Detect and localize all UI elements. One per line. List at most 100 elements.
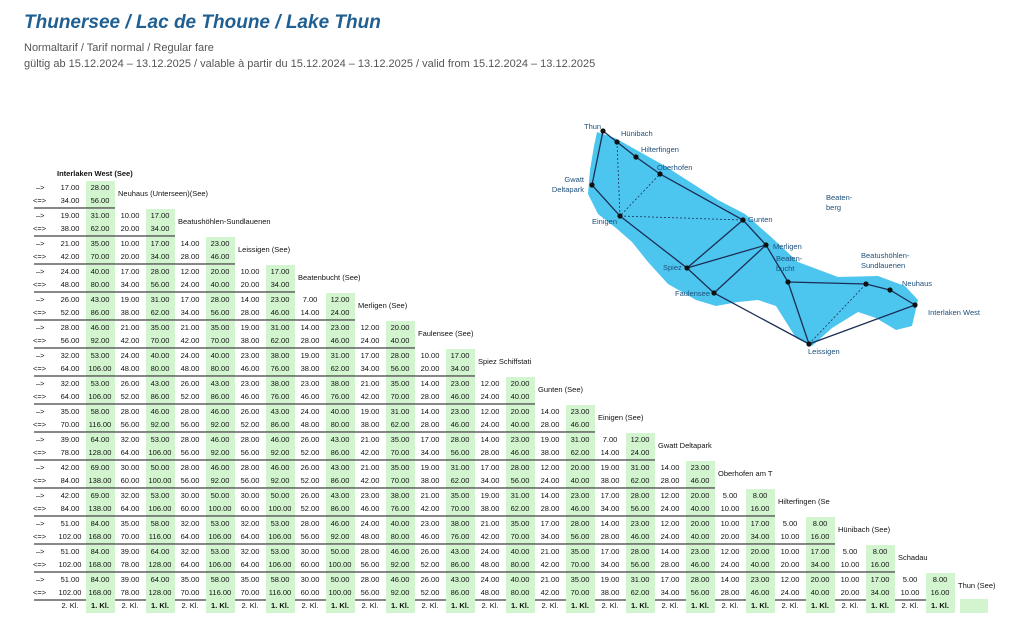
fare: 19.00: [361, 407, 380, 416]
fare: 64.00: [181, 560, 200, 569]
fare: 28.00: [151, 267, 170, 276]
first-class-cell: [566, 405, 595, 432]
fare: 70.00: [391, 392, 410, 401]
fare: 78.00: [61, 448, 80, 457]
map-label: Merligen: [773, 242, 802, 251]
fare: 35.00: [571, 575, 590, 584]
fare: 12.00: [331, 295, 350, 304]
fare: 38.00: [391, 491, 410, 500]
fare: 46.00: [691, 476, 710, 485]
fare: 46.00: [211, 435, 230, 444]
subtitle: Normaltarif / Tarif normal / Regular far…: [24, 42, 214, 54]
direction-oneway: –>: [36, 491, 45, 500]
map-label: Neuhaus: [902, 279, 932, 288]
fare: 128.00: [149, 560, 172, 569]
first-class-cell: [566, 545, 595, 572]
fare: 38.00: [361, 420, 380, 429]
fare: 10.00: [781, 532, 800, 541]
fare: 80.00: [331, 420, 350, 429]
fare: 28.00: [691, 575, 710, 584]
fare: 28.00: [181, 435, 200, 444]
fare: 23.00: [571, 407, 590, 416]
station-name: Merligen (See): [358, 301, 408, 310]
first-class-cell: [326, 349, 355, 376]
first-class-cell: [566, 599, 595, 613]
fare: 24.00: [181, 280, 200, 289]
fare: 20.00: [751, 547, 770, 556]
fare: 17.00: [451, 351, 470, 360]
station-dot: [711, 290, 717, 296]
class-label: 2. Kl.: [61, 601, 78, 610]
fare: 52.00: [61, 308, 80, 317]
first-class-cell: [386, 321, 415, 348]
fare: 23.00: [751, 575, 770, 584]
fare: 43.00: [451, 547, 470, 556]
first-class-cell: [86, 293, 115, 320]
fare: 16.00: [751, 504, 770, 513]
first-class-cell: [446, 599, 475, 613]
fare: 28.00: [721, 588, 740, 597]
fare: 26.00: [421, 575, 440, 584]
fare: 56.00: [181, 448, 200, 457]
direction-oneway: –>: [36, 351, 45, 360]
fare: 60.00: [181, 504, 200, 513]
fare: 56.00: [181, 476, 200, 485]
fare: 56.00: [241, 476, 260, 485]
fare: 17.00: [661, 575, 680, 584]
first-class-cell: [686, 545, 715, 572]
fare: 64.00: [121, 448, 140, 457]
fare: 70.00: [451, 504, 470, 513]
fare: 62.00: [271, 336, 290, 345]
fare: 21.00: [121, 323, 140, 332]
fare: 28.00: [631, 547, 650, 556]
route-cross: [787, 281, 810, 345]
first-class-cell: [266, 489, 295, 516]
first-class-cell: [686, 461, 715, 488]
first-class-cell: [686, 517, 715, 544]
first-class-cell: [266, 433, 295, 460]
fare: 42.00: [181, 336, 200, 345]
fare: 8.00: [873, 547, 888, 556]
origin-station: Interlaken West (See): [57, 169, 133, 178]
class-label: 1. Kl.: [451, 601, 469, 610]
fare: 42.00: [61, 491, 80, 500]
station-dot: [617, 213, 623, 219]
fare: 106.00: [149, 448, 172, 457]
fare: 46.00: [451, 392, 470, 401]
fare: 38.00: [331, 379, 350, 388]
fare: 24.00: [301, 407, 320, 416]
station-name: Leissigen (See): [238, 245, 291, 254]
station-dot: [763, 242, 769, 248]
fare: 24.00: [631, 448, 650, 457]
fare: 100.00: [329, 560, 352, 569]
map-label: Deltapark: [552, 185, 584, 194]
fare: 28.00: [541, 504, 560, 513]
map-label: Sundlauenen: [861, 261, 905, 270]
station-dot: [912, 302, 918, 308]
station-dot: [600, 128, 606, 134]
fare: 17.00: [601, 491, 620, 500]
first-class-cell: [386, 489, 415, 516]
fare: 34.00: [181, 308, 200, 317]
fare: 43.00: [331, 491, 350, 500]
fare: 70.00: [241, 588, 260, 597]
first-class-cell: [626, 599, 655, 613]
fare: 26.00: [421, 547, 440, 556]
fare: 28.00: [301, 519, 320, 528]
first-class-cell: [326, 293, 355, 320]
fare: 24.00: [361, 336, 380, 345]
fare: 14.00: [181, 239, 200, 248]
fare: 92.00: [151, 420, 170, 429]
first-class-cell: [446, 573, 475, 600]
fare: 40.00: [571, 476, 590, 485]
fare: 58.00: [271, 575, 290, 584]
first-class-cell: [960, 599, 988, 613]
fare: 17.00: [481, 463, 500, 472]
first-class-cell: [326, 517, 355, 544]
fare: 39.00: [61, 435, 80, 444]
fare: 51.00: [61, 575, 80, 584]
first-class-cell: [146, 377, 175, 404]
fare: 38.00: [481, 504, 500, 513]
fare: 20.00: [781, 560, 800, 569]
fare: 38.00: [421, 476, 440, 485]
